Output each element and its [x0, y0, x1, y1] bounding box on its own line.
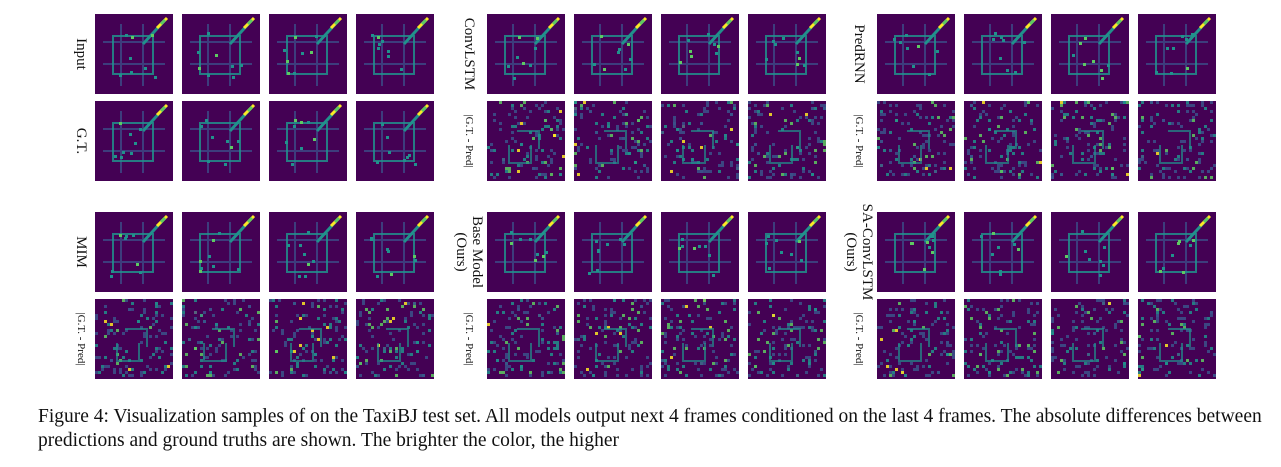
- predrnn-frame-bottom-2: [964, 101, 1042, 181]
- input-gt-frame-top-4: [356, 14, 434, 94]
- base-model-frame-top-1: [487, 212, 565, 292]
- predrnn-frame-bottom-4: [1138, 101, 1216, 181]
- sa-convlstm-bottom-label: |G.T. - Pred|: [852, 312, 865, 366]
- base-model-frame-bottom-1: [487, 299, 565, 379]
- sa-convlstm-frame-bottom-2: [964, 299, 1042, 379]
- input-gt-top-label: Input: [72, 38, 89, 70]
- mim-frame-bottom-3: [269, 299, 347, 379]
- input-gt-frame-top-2: [182, 14, 260, 94]
- input-gt-frame-top-3: [269, 14, 347, 94]
- convlstm-frame-top-4: [748, 14, 826, 94]
- mim-top-label: MIM: [72, 236, 89, 268]
- sa-convlstm-frame-bottom-1: [877, 299, 955, 379]
- convlstm-frame-top-1: [487, 14, 565, 94]
- convlstm-frame-bottom-2: [574, 101, 652, 181]
- input-gt-bottom-label: G.T.: [72, 127, 89, 155]
- predrnn-top-label: PredRNN: [850, 24, 867, 84]
- mim-frame-top-1: [95, 212, 173, 292]
- figure-caption: Figure 4: Visualization samples of on th…: [38, 406, 1262, 451]
- mim-frame-top-2: [182, 212, 260, 292]
- base-model-bottom-label: |G.T. - Pred|: [462, 312, 475, 366]
- base-model-frame-top-4: [748, 212, 826, 292]
- base-model-frame-bottom-4: [748, 299, 826, 379]
- mim-frame-top-3: [269, 212, 347, 292]
- base-model-top-label: Base Model (Ours): [453, 215, 485, 289]
- convlstm-frame-bottom-4: [748, 101, 826, 181]
- convlstm-frame-top-3: [661, 14, 739, 94]
- base-model-frame-bottom-2: [574, 299, 652, 379]
- predrnn-frame-top-4: [1138, 14, 1216, 94]
- input-gt-frame-bottom-2: [182, 101, 260, 181]
- sa-convlstm-frame-top-3: [1051, 212, 1129, 292]
- predrnn-bottom-label: |G.T. - Pred|: [852, 114, 865, 168]
- convlstm-frame-bottom-3: [661, 101, 739, 181]
- sa-convlstm-top-label: SA-ConvLSTM (Ours): [843, 203, 875, 301]
- input-gt-frame-top-1: [95, 14, 173, 94]
- sa-convlstm-frame-top-2: [964, 212, 1042, 292]
- sa-convlstm-frame-top-4: [1138, 212, 1216, 292]
- convlstm-frame-top-2: [574, 14, 652, 94]
- mim-frame-bottom-2: [182, 299, 260, 379]
- mim-frame-bottom-4: [356, 299, 434, 379]
- convlstm-bottom-label: |G.T. - Pred|: [462, 114, 475, 168]
- mim-bottom-label: |G.T. - Pred|: [74, 312, 87, 366]
- sa-convlstm-frame-top-1: [877, 212, 955, 292]
- sa-convlstm-frame-bottom-3: [1051, 299, 1129, 379]
- input-gt-frame-bottom-3: [269, 101, 347, 181]
- input-gt-frame-bottom-1: [95, 101, 173, 181]
- input-gt-frame-bottom-4: [356, 101, 434, 181]
- base-model-frame-top-3: [661, 212, 739, 292]
- mim-frame-top-4: [356, 212, 434, 292]
- base-model-frame-bottom-3: [661, 299, 739, 379]
- predrnn-frame-bottom-3: [1051, 101, 1129, 181]
- base-model-frame-top-2: [574, 212, 652, 292]
- convlstm-top-label: ConvLSTM: [460, 17, 477, 91]
- predrnn-frame-bottom-1: [877, 101, 955, 181]
- predrnn-frame-top-1: [877, 14, 955, 94]
- predrnn-frame-top-3: [1051, 14, 1129, 94]
- mim-frame-bottom-1: [95, 299, 173, 379]
- convlstm-frame-bottom-1: [487, 101, 565, 181]
- sa-convlstm-frame-bottom-4: [1138, 299, 1216, 379]
- predrnn-frame-top-2: [964, 14, 1042, 94]
- figure-grid: Input G.T. ConvLSTM |G.T. - Pred| PredRNN |G.…: [72, 14, 1216, 379]
